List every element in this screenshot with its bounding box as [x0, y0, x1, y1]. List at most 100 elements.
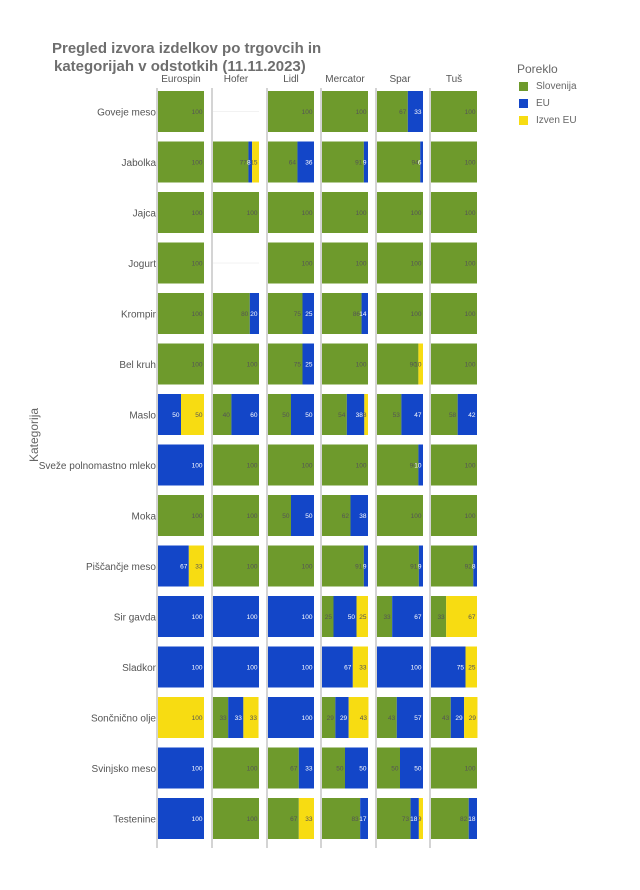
bar-segment: [431, 343, 477, 385]
data-label: 29: [455, 715, 463, 722]
bar-segment: [291, 495, 314, 536]
bar-segment: [268, 545, 314, 587]
data-label: 14: [359, 311, 367, 318]
bar-segment: [468, 798, 477, 839]
bar-segment: [158, 293, 204, 334]
bar-segment: [158, 91, 204, 132]
bar-segment: [418, 444, 423, 486]
bar-segment: [407, 91, 423, 132]
data-label: 29: [327, 715, 335, 722]
bar-segment: [418, 798, 423, 839]
data-label: 25: [468, 665, 476, 672]
bar-segment: [322, 444, 368, 486]
data-label: 43: [388, 715, 396, 722]
data-label: 67: [468, 614, 476, 621]
data-label: 38: [359, 513, 367, 520]
data-label: 50: [391, 766, 399, 773]
bar-segment: [465, 646, 477, 688]
data-label: 67: [399, 109, 407, 116]
data-label: 100: [302, 564, 313, 571]
data-label: 100: [247, 210, 258, 217]
category-label: Testenine: [113, 815, 156, 826]
bar-segment: [158, 798, 204, 839]
bar-segment: [322, 394, 347, 435]
legend-swatch-izven-eu: [519, 116, 528, 125]
data-label: 100: [465, 463, 476, 470]
bar-segment: [410, 798, 419, 839]
data-label: 100: [302, 614, 313, 621]
category-label: Sladkor: [122, 663, 157, 674]
bar-segment: [431, 293, 477, 334]
bar-segment: [377, 646, 423, 688]
panel-label: Spar: [389, 74, 411, 85]
category-label: Sveže polnomastno mleko: [39, 461, 157, 472]
data-label: 100: [247, 513, 258, 520]
bar-segment: [377, 444, 419, 486]
bar-segment: [431, 697, 451, 738]
legend-item-slovenija: Slovenija: [519, 81, 577, 92]
bar-segment: [377, 697, 397, 738]
bar-segment: [322, 596, 334, 637]
data-label: 33: [250, 715, 258, 722]
data-label: 10: [414, 362, 422, 369]
bar-segment: [333, 596, 357, 637]
data-label: 100: [411, 311, 422, 318]
bar-segment: [158, 495, 204, 536]
category-label: Svinjsko meso: [92, 764, 157, 775]
data-label: 25: [305, 311, 313, 318]
data-label: 100: [465, 160, 476, 167]
bar-segment: [213, 646, 259, 688]
bar-segment: [268, 596, 314, 637]
data-label: 8: [247, 160, 251, 167]
bar-segment: [392, 596, 423, 637]
data-label: 15: [250, 160, 258, 167]
data-label: 67: [344, 665, 352, 672]
bar-segment: [377, 596, 393, 637]
bar-segment: [213, 343, 259, 385]
bar-segment: [350, 495, 368, 536]
bar-segment: [158, 697, 204, 738]
data-label: 62: [342, 513, 350, 520]
bar-segment: [431, 141, 477, 183]
bar-segment: [361, 293, 368, 334]
legend-label-eu: EU: [536, 98, 550, 109]
bar-segment: [322, 747, 345, 789]
data-label: 29: [469, 715, 477, 722]
data-label: 100: [465, 766, 476, 773]
bar-segment: [291, 394, 314, 435]
bar-segment: [322, 697, 336, 738]
data-label: 100: [192, 463, 203, 470]
bar-segment: [158, 242, 204, 284]
data-label: 100: [192, 311, 203, 318]
data-label: 100: [465, 513, 476, 520]
data-label: 25: [305, 362, 313, 369]
bar-segment: [158, 596, 204, 637]
bar-segment: [431, 545, 474, 587]
bar-segment: [457, 394, 477, 435]
data-label: 90: [410, 362, 418, 369]
bar-segment: [268, 646, 314, 688]
bar-segment: [377, 394, 402, 435]
category-label: Moka: [132, 512, 157, 523]
bar-segment: [446, 596, 477, 637]
data-label: 50: [305, 513, 313, 520]
category-label: Sir gavda: [114, 613, 157, 624]
category-label: Krompir: [121, 310, 157, 321]
data-label: 100: [192, 362, 203, 369]
bar-segment: [213, 293, 250, 334]
data-label: 77: [240, 160, 248, 167]
bar-segment: [213, 545, 259, 587]
data-label: 29: [340, 715, 348, 722]
bar-segment: [322, 495, 351, 536]
data-label: 50: [336, 766, 344, 773]
data-label: 100: [302, 665, 313, 672]
bar-segment: [268, 394, 291, 435]
category-label: Jajca: [133, 209, 157, 220]
bar-segment: [322, 91, 368, 132]
legend-item-izven-eu: Izven EU: [519, 115, 577, 126]
chart-title: Pregled izvora izdelkov po trgovcih in k…: [52, 40, 321, 76]
data-label: 8: [363, 412, 367, 419]
data-label: 9: [418, 564, 422, 571]
data-label: 100: [247, 816, 258, 823]
data-label: 100: [192, 513, 203, 520]
